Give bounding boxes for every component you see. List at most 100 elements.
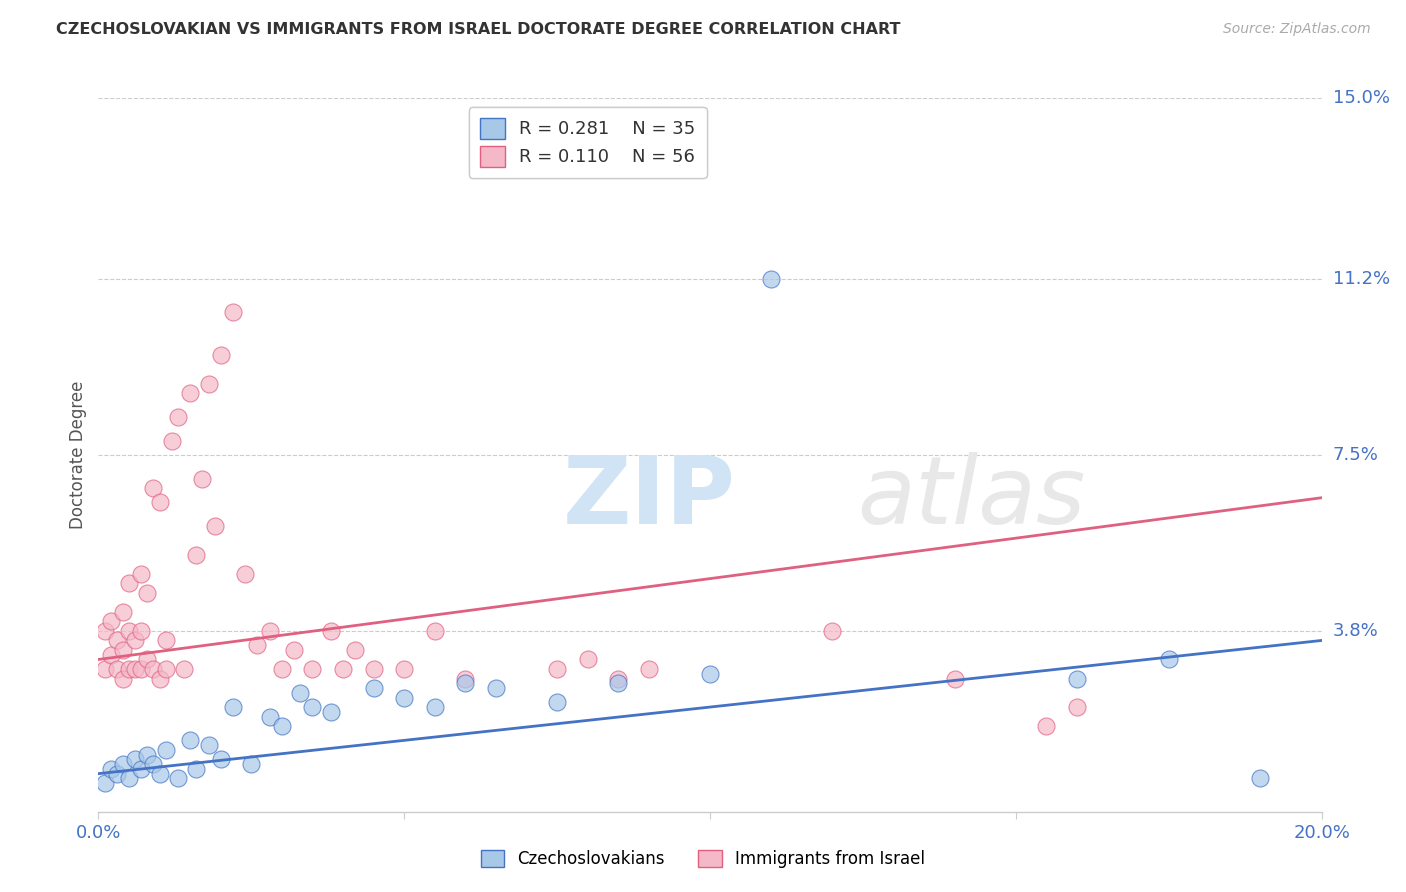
Point bbox=[100, 648, 122, 662]
Point bbox=[607, 676, 630, 690]
Point bbox=[111, 757, 134, 772]
Point bbox=[118, 772, 141, 786]
Point bbox=[111, 643, 134, 657]
Point bbox=[363, 681, 385, 695]
Point bbox=[423, 700, 446, 714]
Point bbox=[160, 434, 183, 448]
Point bbox=[167, 772, 190, 786]
Text: 15.0%: 15.0% bbox=[1333, 89, 1389, 107]
Point bbox=[283, 643, 305, 657]
Point bbox=[142, 757, 165, 772]
Text: 7.5%: 7.5% bbox=[1333, 446, 1379, 464]
Point bbox=[155, 633, 177, 648]
Point bbox=[222, 305, 245, 319]
Point bbox=[392, 690, 416, 705]
Point bbox=[93, 662, 115, 676]
Point bbox=[155, 743, 177, 757]
Point bbox=[270, 719, 292, 733]
Point bbox=[100, 615, 122, 629]
Point bbox=[93, 776, 115, 790]
Text: atlas: atlas bbox=[856, 452, 1085, 543]
Text: Source: ZipAtlas.com: Source: ZipAtlas.com bbox=[1223, 22, 1371, 37]
Point bbox=[270, 662, 292, 676]
Point bbox=[105, 633, 128, 648]
Point bbox=[129, 762, 152, 776]
Point bbox=[301, 700, 323, 714]
Point bbox=[100, 762, 122, 776]
Point bbox=[136, 747, 159, 762]
Point bbox=[124, 633, 146, 648]
Point bbox=[392, 662, 416, 676]
Point bbox=[149, 672, 172, 686]
Point bbox=[111, 672, 134, 686]
Point bbox=[759, 272, 782, 286]
Point bbox=[105, 766, 128, 780]
Point bbox=[485, 681, 508, 695]
Point bbox=[246, 638, 269, 652]
Point bbox=[259, 624, 281, 638]
Point bbox=[943, 672, 966, 686]
Point bbox=[821, 624, 844, 638]
Text: ZIP: ZIP bbox=[564, 451, 737, 544]
Point bbox=[222, 700, 245, 714]
Point bbox=[332, 662, 354, 676]
Point bbox=[204, 519, 226, 533]
Point bbox=[149, 766, 172, 780]
Point bbox=[105, 662, 128, 676]
Point bbox=[301, 662, 323, 676]
Point bbox=[197, 376, 219, 391]
Point bbox=[191, 472, 214, 486]
Point bbox=[454, 672, 477, 686]
Point bbox=[149, 495, 172, 509]
Point bbox=[142, 481, 165, 495]
Point bbox=[129, 566, 152, 581]
Point bbox=[173, 662, 195, 676]
Point bbox=[167, 409, 190, 424]
Legend: Czechoslovakians, Immigrants from Israel: Czechoslovakians, Immigrants from Israel bbox=[474, 843, 932, 875]
Point bbox=[129, 624, 152, 638]
Point bbox=[607, 672, 630, 686]
Text: 11.2%: 11.2% bbox=[1333, 270, 1391, 288]
Point bbox=[186, 762, 208, 776]
Point bbox=[118, 624, 141, 638]
Point bbox=[124, 662, 146, 676]
Point bbox=[155, 662, 177, 676]
Point bbox=[1066, 672, 1088, 686]
Point bbox=[290, 686, 312, 700]
Point bbox=[142, 662, 165, 676]
Point bbox=[1035, 719, 1057, 733]
Point bbox=[344, 643, 367, 657]
Point bbox=[546, 695, 568, 709]
Point bbox=[259, 709, 281, 723]
Point bbox=[423, 624, 446, 638]
Point bbox=[319, 624, 342, 638]
Point bbox=[233, 566, 256, 581]
Point bbox=[179, 386, 201, 401]
Point bbox=[363, 662, 385, 676]
Text: CZECHOSLOVAKIAN VS IMMIGRANTS FROM ISRAEL DOCTORATE DEGREE CORRELATION CHART: CZECHOSLOVAKIAN VS IMMIGRANTS FROM ISRAE… bbox=[56, 22, 901, 37]
Point bbox=[1249, 772, 1271, 786]
Point bbox=[546, 662, 568, 676]
Y-axis label: Doctorate Degree: Doctorate Degree bbox=[69, 381, 87, 529]
Text: 3.8%: 3.8% bbox=[1333, 622, 1378, 640]
Point bbox=[240, 757, 263, 772]
Point bbox=[1066, 700, 1088, 714]
Point bbox=[209, 752, 232, 766]
Point bbox=[111, 605, 134, 619]
Point bbox=[1157, 652, 1180, 666]
Point bbox=[699, 666, 721, 681]
Point bbox=[186, 548, 208, 562]
Point bbox=[129, 662, 152, 676]
Point bbox=[319, 705, 342, 719]
Point bbox=[93, 624, 115, 638]
Point bbox=[197, 738, 219, 752]
Point bbox=[454, 676, 477, 690]
Point bbox=[118, 662, 141, 676]
Point bbox=[637, 662, 661, 676]
Point bbox=[576, 652, 599, 666]
Legend: R = 0.281    N = 35, R = 0.110    N = 56: R = 0.281 N = 35, R = 0.110 N = 56 bbox=[468, 107, 707, 178]
Point bbox=[118, 576, 141, 591]
Point bbox=[179, 733, 201, 747]
Point bbox=[136, 586, 159, 600]
Point bbox=[124, 752, 146, 766]
